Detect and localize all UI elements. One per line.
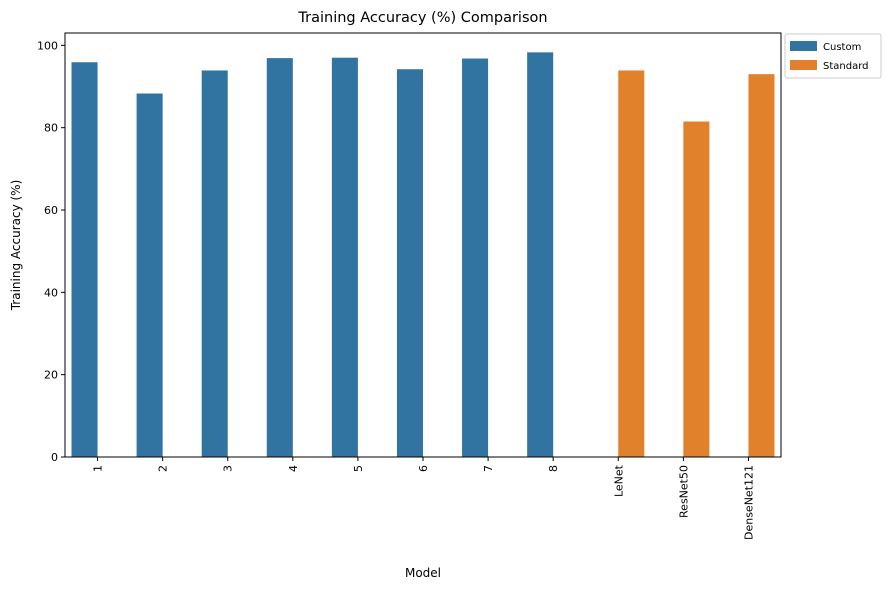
x-tick-label: 3 bbox=[222, 465, 235, 472]
x-axis-label: Model bbox=[405, 566, 441, 580]
bar-custom-5 bbox=[331, 57, 358, 457]
bar-custom-3 bbox=[201, 70, 228, 458]
y-axis: 0 20 40 60 80 100 bbox=[37, 39, 65, 464]
bar-standard-resnet50 bbox=[683, 121, 710, 457]
x-tick-label: 1 bbox=[92, 465, 105, 472]
y-tick-label: 80 bbox=[44, 122, 58, 135]
bar-custom-6 bbox=[396, 69, 423, 457]
x-tick-label: LeNet bbox=[612, 464, 625, 497]
x-tick-label: 6 bbox=[417, 465, 430, 472]
bars-group bbox=[71, 52, 775, 458]
x-tick-label: 7 bbox=[482, 465, 495, 472]
x-tick-label: ResNet50 bbox=[677, 465, 690, 518]
bar-standard-densenet121 bbox=[748, 74, 775, 458]
y-tick-label: 60 bbox=[44, 204, 58, 217]
y-tick-label: 20 bbox=[44, 369, 58, 382]
bar-standard-lenet bbox=[618, 70, 645, 458]
y-tick-label: 40 bbox=[44, 286, 58, 299]
legend-label-custom: Custom bbox=[823, 42, 861, 53]
x-tick-label: 8 bbox=[547, 465, 560, 472]
y-axis-label: Training Accuracy (%) bbox=[9, 180, 23, 312]
x-tick-label: 4 bbox=[287, 465, 300, 472]
x-tick-label: DenseNet121 bbox=[742, 465, 755, 540]
legend-swatch-custom bbox=[790, 41, 817, 51]
bar-custom-1 bbox=[71, 62, 98, 457]
legend: Custom Standard bbox=[784, 33, 882, 79]
bar-custom-7 bbox=[462, 58, 489, 458]
bar-custom-2 bbox=[136, 93, 163, 457]
y-tick-label: 0 bbox=[51, 451, 58, 464]
legend-swatch-standard bbox=[790, 60, 817, 70]
x-axis: 1 2 3 4 5 6 7 8 LeNet ResNet50 DenseNet121 bbox=[92, 457, 755, 540]
legend-label-standard: Standard bbox=[823, 61, 869, 72]
x-tick-label: 5 bbox=[352, 465, 365, 472]
chart-title: Training Accuracy (%) Comparison bbox=[297, 10, 547, 26]
y-tick-label: 100 bbox=[37, 39, 58, 52]
bar-custom-8 bbox=[527, 52, 554, 457]
bar-custom-4 bbox=[266, 58, 293, 458]
x-tick-label: 2 bbox=[157, 465, 170, 472]
